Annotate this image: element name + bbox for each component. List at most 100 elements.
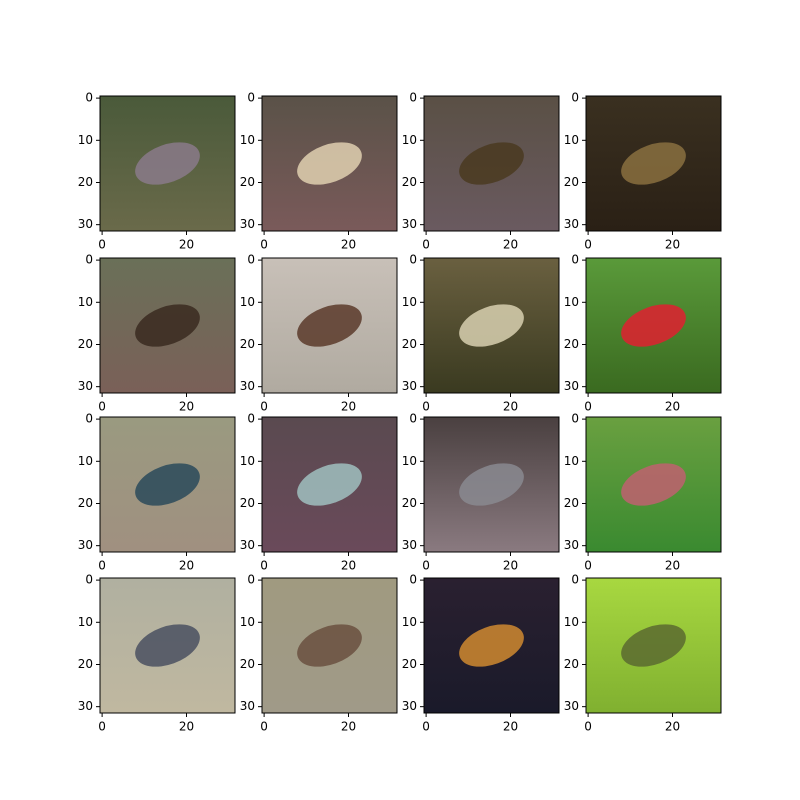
y-tick-label: 30 — [240, 379, 255, 393]
image — [424, 258, 559, 393]
image-subject — [135, 463, 200, 506]
y-tick-label: 10 — [78, 454, 93, 468]
image — [262, 578, 397, 713]
image — [100, 258, 235, 393]
y-tick-label: 0 — [409, 573, 417, 587]
x-tick-label: 0 — [584, 720, 592, 734]
x-tick-label: 20 — [341, 400, 356, 414]
image — [100, 578, 235, 713]
image — [100, 417, 235, 552]
axes-frame — [585, 416, 722, 553]
x-tick-label: 20 — [503, 238, 518, 252]
axes-frame — [585, 577, 722, 714]
y-tick-label: 0 — [409, 412, 417, 426]
image-subject — [459, 624, 524, 667]
y-tick-label: 20 — [78, 496, 93, 510]
image-subject — [135, 624, 200, 667]
y-tick-label: 10 — [240, 295, 255, 309]
x-tick-label: 0 — [260, 238, 268, 252]
x-tick-label: 0 — [422, 559, 430, 573]
x-tick-label: 20 — [179, 559, 194, 573]
y-tick-label: 10 — [240, 615, 255, 629]
image-subject — [135, 304, 200, 347]
image — [424, 96, 559, 231]
y-tick-label: 20 — [564, 175, 579, 189]
y-tick-label: 0 — [85, 412, 93, 426]
x-tick-label: 20 — [503, 400, 518, 414]
image-subject — [621, 624, 686, 667]
y-tick-label: 0 — [409, 253, 417, 267]
x-tick-label: 0 — [422, 720, 430, 734]
axes-frame — [423, 95, 560, 232]
image — [586, 417, 721, 552]
image — [424, 417, 559, 552]
y-tick-label: 10 — [564, 133, 579, 147]
y-tick-label: 0 — [409, 91, 417, 105]
y-tick-label: 10 — [78, 295, 93, 309]
y-tick-label: 10 — [240, 133, 255, 147]
y-tick-label: 20 — [564, 337, 579, 351]
image-subject — [459, 463, 524, 506]
image-subject — [297, 142, 362, 185]
y-tick-label: 0 — [247, 253, 255, 267]
y-tick-label: 0 — [85, 573, 93, 587]
y-tick-label: 30 — [240, 538, 255, 552]
image — [100, 96, 235, 231]
y-tick-label: 10 — [402, 615, 417, 629]
y-tick-label: 20 — [240, 496, 255, 510]
image-subject — [621, 142, 686, 185]
x-tick-label: 0 — [584, 559, 592, 573]
image-subject — [459, 142, 524, 185]
y-tick-label: 30 — [240, 217, 255, 231]
x-tick-label: 20 — [179, 238, 194, 252]
y-tick-label: 0 — [85, 91, 93, 105]
y-tick-label: 30 — [78, 217, 93, 231]
y-tick-label: 20 — [402, 175, 417, 189]
x-tick-label: 20 — [341, 720, 356, 734]
y-tick-label: 20 — [402, 496, 417, 510]
y-tick-label: 10 — [402, 454, 417, 468]
x-tick-label: 20 — [341, 238, 356, 252]
y-tick-label: 10 — [564, 615, 579, 629]
image-subject — [297, 463, 362, 506]
image — [262, 96, 397, 231]
x-tick-label: 20 — [503, 559, 518, 573]
axes-frame — [261, 257, 398, 394]
y-tick-label: 10 — [402, 133, 417, 147]
y-tick-label: 30 — [78, 538, 93, 552]
x-tick-label: 20 — [341, 559, 356, 573]
x-tick-label: 20 — [665, 400, 680, 414]
axes-frame — [261, 416, 398, 553]
image — [262, 258, 397, 393]
axes-frame — [423, 416, 560, 553]
x-tick-label: 0 — [584, 400, 592, 414]
axes-frame — [423, 577, 560, 714]
y-tick-label: 30 — [564, 538, 579, 552]
y-tick-label: 30 — [402, 217, 417, 231]
y-tick-label: 10 — [240, 454, 255, 468]
image — [586, 96, 721, 231]
x-tick-label: 0 — [422, 400, 430, 414]
x-tick-label: 0 — [422, 238, 430, 252]
y-tick-label: 20 — [402, 657, 417, 671]
y-tick-label: 30 — [78, 379, 93, 393]
x-tick-label: 0 — [584, 238, 592, 252]
y-tick-label: 0 — [85, 253, 93, 267]
y-tick-label: 20 — [240, 657, 255, 671]
x-tick-label: 0 — [260, 720, 268, 734]
y-tick-label: 30 — [402, 538, 417, 552]
y-tick-label: 0 — [247, 91, 255, 105]
x-tick-label: 20 — [665, 559, 680, 573]
y-tick-label: 20 — [240, 175, 255, 189]
y-tick-label: 30 — [402, 379, 417, 393]
axes-frame — [99, 95, 236, 232]
image-subject — [297, 624, 362, 667]
y-tick-label: 0 — [571, 91, 579, 105]
y-tick-label: 10 — [402, 295, 417, 309]
x-tick-label: 0 — [260, 400, 268, 414]
axes-frame — [585, 95, 722, 232]
axes-frame — [423, 257, 560, 394]
image-subject — [621, 304, 686, 347]
x-tick-label: 0 — [98, 720, 106, 734]
y-tick-label: 0 — [571, 573, 579, 587]
